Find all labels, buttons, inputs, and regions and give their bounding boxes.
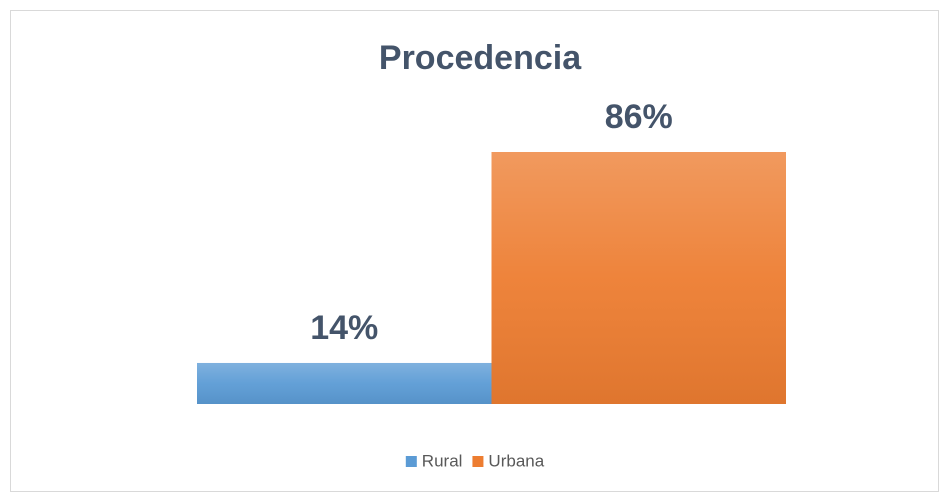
legend-item: Urbana xyxy=(472,451,545,470)
legend-label: Rural xyxy=(422,451,463,470)
data-label: 86% xyxy=(605,98,673,136)
legend-label: Urbana xyxy=(488,451,544,470)
bar-sheen xyxy=(197,362,492,404)
legend-item: Rural xyxy=(405,451,463,470)
chart-border xyxy=(10,10,939,492)
legend-swatch xyxy=(472,456,484,467)
data-label: 14% xyxy=(310,309,378,347)
chart-title: Procedencia xyxy=(379,39,582,77)
bar-sheen xyxy=(491,152,786,404)
legend-swatch xyxy=(405,456,417,467)
